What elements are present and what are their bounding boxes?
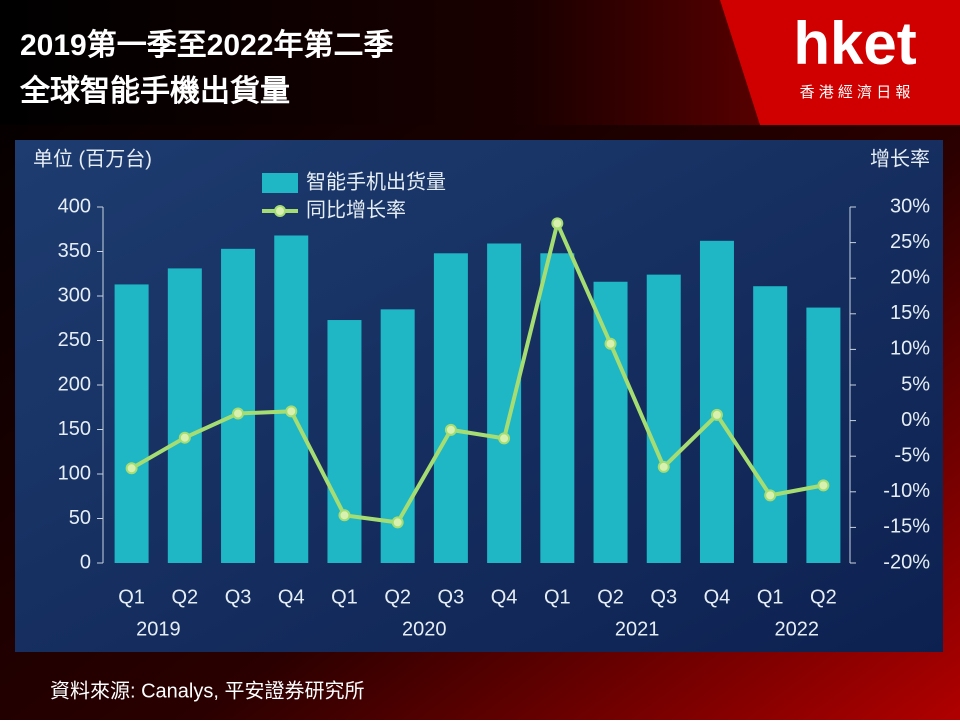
x-tick-label: Q1: [757, 586, 784, 608]
line-marker: [710, 408, 723, 421]
y2-tick-label: 30%: [890, 195, 930, 217]
y2-tick-label: -10%: [883, 480, 930, 502]
logo: hket: [793, 10, 916, 77]
line-marker: [391, 516, 404, 529]
logo-box: [720, 0, 960, 125]
x-tick-label: Q1: [544, 586, 571, 608]
line-marker: [285, 405, 298, 418]
y2-tick-label: 5%: [901, 373, 930, 395]
y-tick-label: 150: [58, 418, 91, 440]
y2-tick-label: 10%: [890, 338, 930, 360]
x-tick-label: Q2: [810, 586, 837, 608]
logo-sub: 香 港 經 濟 日 報: [800, 84, 911, 101]
y2-tick-label: 20%: [890, 266, 930, 288]
bar: [699, 240, 734, 563]
x-tick-label: Q1: [118, 586, 145, 608]
y-tick-label: 300: [58, 284, 91, 306]
x-tick-label: Q2: [597, 586, 624, 608]
line-marker: [817, 479, 830, 492]
legend-label: 智能手机出货量: [306, 170, 446, 193]
x-tick-label: Q1: [331, 586, 358, 608]
legend-swatch: [262, 173, 298, 193]
x-tick-label: Q3: [438, 586, 465, 608]
bar: [167, 268, 202, 563]
bar: [433, 253, 468, 563]
bar: [114, 284, 149, 563]
bar: [593, 281, 628, 563]
line-marker: [498, 432, 511, 445]
line-marker: [604, 337, 617, 350]
line-marker: [232, 407, 245, 420]
bar: [487, 243, 522, 564]
x-tick-label: Q3: [225, 586, 252, 608]
x-tick-label: Q4: [704, 586, 731, 608]
line-marker: [125, 462, 138, 475]
line: [130, 217, 824, 525]
y-axis-label: 单位 (百万台): [33, 147, 152, 170]
x-group-label: 2019: [136, 618, 181, 640]
legend-label: 同比增长率: [306, 198, 406, 221]
bar: [646, 274, 681, 563]
bar: [274, 235, 309, 564]
line-marker: [178, 431, 191, 444]
x-tick-label: Q4: [491, 586, 518, 608]
title: 2019第一季至2022年第二季: [20, 28, 393, 62]
y2-tick-label: 0%: [901, 409, 930, 431]
bar: [540, 253, 575, 563]
y-tick-label: 50: [69, 507, 91, 529]
y-tick-label: 350: [58, 240, 91, 262]
x-tick-label: Q2: [171, 586, 198, 608]
bar: [327, 320, 362, 563]
line-marker: [764, 489, 777, 502]
y-tick-label: 400: [58, 195, 91, 217]
y2-tick-label: 25%: [890, 231, 930, 253]
y2-tick-label: -20%: [883, 551, 930, 573]
title: 全球智能手機出貨量: [19, 74, 290, 108]
y-tick-label: 100: [58, 462, 91, 484]
x-group-label: 2022: [775, 618, 820, 640]
y2-tick-label: 15%: [890, 302, 930, 324]
bar: [753, 286, 788, 563]
y2-axis-label: 增长率: [870, 147, 930, 170]
x-group-label: 2021: [615, 618, 660, 640]
bar: [221, 248, 256, 563]
x-tick-label: Q2: [384, 586, 411, 608]
line-marker: [657, 460, 670, 473]
line-marker: [444, 423, 457, 436]
x-group-label: 2020: [402, 618, 447, 640]
y2-tick-label: -5%: [894, 444, 930, 466]
bar: [806, 307, 841, 563]
x-tick-label: Q4: [278, 586, 305, 608]
line-marker: [338, 509, 351, 522]
y-tick-label: 0: [80, 551, 91, 573]
legend-swatch: [274, 205, 286, 217]
chart-panel: [15, 140, 943, 652]
y-tick-label: 200: [58, 373, 91, 395]
y2-tick-label: -15%: [883, 516, 930, 538]
y-tick-label: 250: [58, 329, 91, 351]
line-marker: [551, 217, 564, 230]
source: 資料來源: Canalys, 平安證券研究所: [50, 679, 364, 702]
x-tick-label: Q3: [650, 586, 677, 608]
